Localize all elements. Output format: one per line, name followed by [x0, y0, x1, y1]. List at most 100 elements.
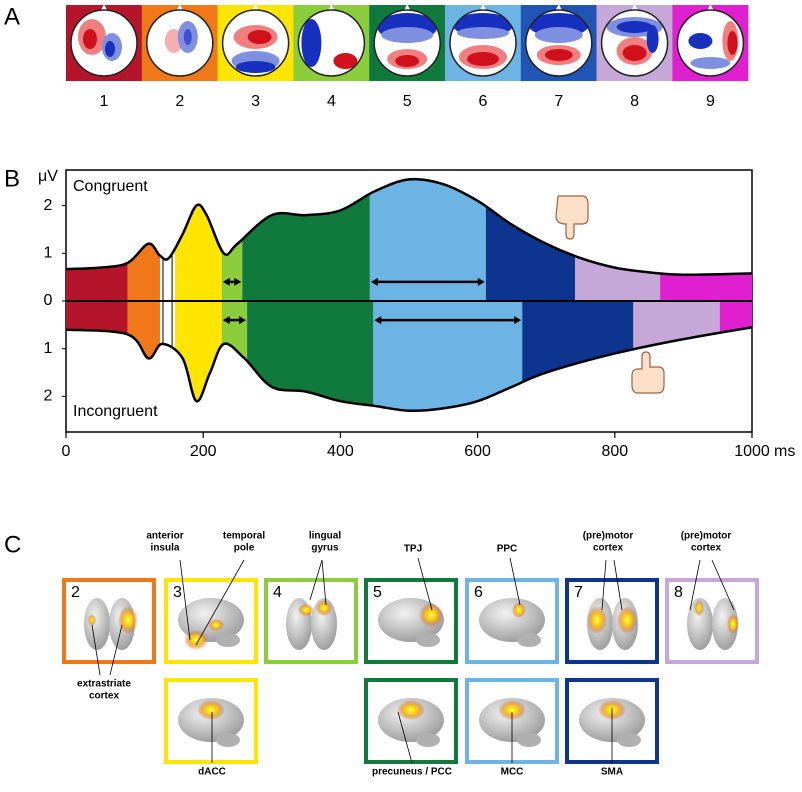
y-tick-label: 2	[44, 388, 53, 405]
cerebellum	[517, 733, 541, 747]
brain-image	[587, 598, 638, 650]
topomap-outline	[676, 9, 745, 77]
topomap-blob	[235, 61, 276, 73]
region-label: precuneus / PCC	[372, 767, 452, 778]
nose	[631, 4, 638, 10]
cerebellum	[416, 733, 440, 747]
topomap-outline	[600, 9, 669, 77]
x-tick-label: 800	[601, 443, 628, 460]
map-number: 6	[479, 93, 488, 110]
topomap-blob	[727, 31, 738, 55]
activation	[512, 602, 526, 618]
map-number: 4	[327, 93, 336, 110]
leader-line	[711, 559, 735, 611]
box-number: 3	[173, 584, 182, 601]
x-tick-label: 200	[190, 443, 217, 460]
topomap-outline	[146, 9, 214, 77]
x-tick-label: 1000	[734, 443, 770, 460]
leader-line	[321, 559, 327, 606]
region-label: (pre)motor	[681, 531, 732, 542]
panel-label: C	[4, 531, 21, 558]
topomap-blob	[395, 55, 420, 67]
box-number: 8	[674, 584, 683, 601]
envelope	[65, 177, 753, 277]
region-label: pole	[234, 543, 255, 554]
activation	[727, 614, 739, 634]
topomap-blob	[544, 49, 573, 61]
leader-line	[417, 557, 433, 611]
y-tick-label: 1	[44, 245, 53, 262]
y-tick-label: 1	[44, 340, 53, 357]
leader-line	[613, 559, 623, 611]
activation	[694, 600, 704, 616]
panel-label: B	[4, 165, 20, 192]
topomap-blob	[83, 29, 97, 49]
box-number: 2	[71, 584, 80, 601]
nose	[176, 4, 183, 10]
map-number: 1	[100, 93, 109, 110]
activation	[88, 614, 96, 626]
activation	[118, 606, 138, 634]
condition-label: Incongruent	[73, 403, 158, 420]
topomap-blob	[622, 45, 647, 61]
activation	[184, 630, 208, 650]
leader-line	[91, 624, 101, 676]
leader-line	[397, 711, 413, 764]
leader-line	[509, 557, 521, 606]
brain-image	[178, 698, 244, 747]
region-label: cortex	[593, 543, 623, 554]
brain-hemisphere	[712, 598, 738, 650]
map-number: 7	[554, 93, 563, 110]
topomap-blob	[247, 30, 272, 44]
region-label: dACC	[198, 767, 226, 778]
region-label: insula	[151, 543, 180, 554]
topomap-blob	[616, 21, 653, 33]
region-label: SMA	[601, 767, 623, 778]
activation	[587, 606, 607, 634]
activation	[197, 700, 225, 720]
topomap-blob	[690, 57, 731, 69]
leader-line	[195, 559, 245, 646]
activation	[208, 619, 224, 631]
nose	[555, 4, 562, 10]
topomap-blobs	[377, 13, 438, 69]
box-number: 6	[474, 584, 483, 601]
nose	[252, 4, 259, 10]
hand-icon	[631, 351, 665, 394]
activation	[316, 600, 332, 616]
leader-line	[689, 559, 701, 611]
topomap-blobs	[231, 25, 280, 73]
topomap-outline	[449, 9, 517, 77]
x-tick-label: 0	[62, 443, 71, 460]
region-label: anterior	[146, 531, 183, 542]
brain-image	[479, 598, 545, 647]
box-number: 5	[373, 584, 382, 601]
panel-a: 1 2 3 4 5 6 7 8 9	[66, 4, 749, 110]
topomap-blobs	[78, 19, 122, 61]
nose	[328, 4, 335, 10]
arrow-head	[222, 277, 242, 286]
nose	[101, 4, 107, 10]
nose	[707, 4, 714, 10]
activation	[498, 700, 526, 720]
topomap-blobs	[528, 13, 589, 65]
topomap-blobs	[164, 21, 198, 53]
topomap-blobs	[301, 19, 358, 69]
cerebellum	[517, 633, 541, 647]
region-label: temporal	[223, 531, 265, 542]
leader-line	[179, 559, 191, 641]
cerebellum	[416, 633, 440, 647]
x-tick-label: 600	[464, 443, 491, 460]
topomap-blob	[321, 23, 350, 43]
topomap-outline	[221, 9, 290, 77]
topomap-blob	[646, 25, 659, 53]
y-tick-label: 2	[44, 197, 53, 214]
brain-image	[84, 598, 138, 650]
x-tick-label: 400	[327, 443, 354, 460]
cerebellum	[216, 633, 240, 647]
nose	[404, 4, 411, 10]
topomap-blob	[333, 53, 358, 69]
topomap-blob	[467, 52, 499, 66]
map-number: 5	[403, 93, 412, 110]
leader-line	[601, 559, 607, 611]
